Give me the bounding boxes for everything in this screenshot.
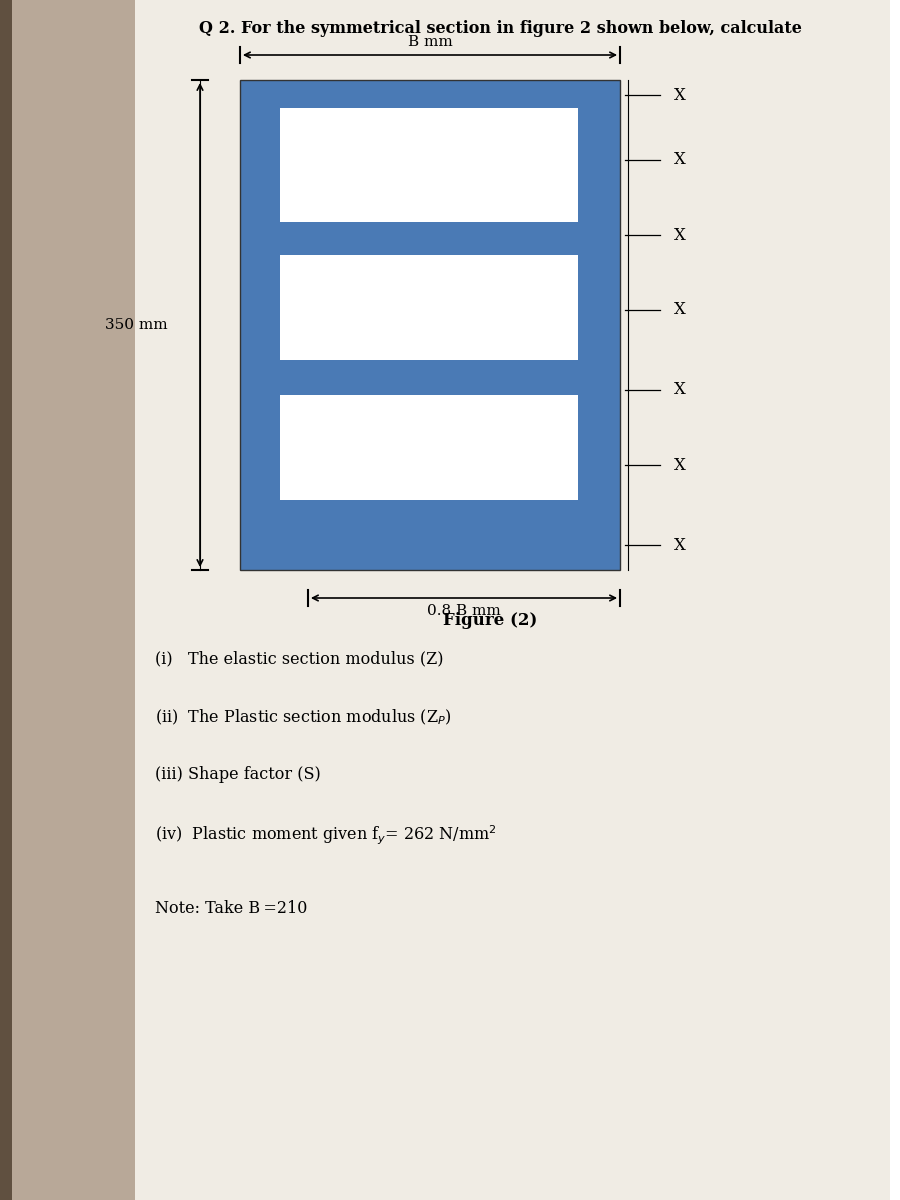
Text: X: X bbox=[674, 301, 686, 318]
Text: X: X bbox=[674, 227, 686, 244]
Text: 350 mm: 350 mm bbox=[105, 318, 168, 332]
Bar bbox=[135, 0, 890, 1200]
Text: B mm: B mm bbox=[408, 35, 453, 49]
Text: X: X bbox=[674, 456, 686, 474]
Text: X: X bbox=[674, 536, 686, 553]
Text: X: X bbox=[674, 382, 686, 398]
Bar bbox=[0, 0, 135, 1200]
Bar bbox=[0, 0, 12, 1200]
Bar bbox=[280, 254, 578, 360]
Text: 0.8 B mm: 0.8 B mm bbox=[428, 604, 501, 618]
Text: Q 2. For the symmetrical section in figure 2 shown below, calculate: Q 2. For the symmetrical section in figu… bbox=[199, 20, 801, 37]
Text: (iv)  Plastic moment given f$_y$= 262 N/mm$^2$: (iv) Plastic moment given f$_y$= 262 N/m… bbox=[155, 824, 497, 847]
Text: (iii) Shape factor (S): (iii) Shape factor (S) bbox=[155, 766, 320, 782]
Bar bbox=[240, 80, 620, 570]
Text: (ii)  The Plastic section modulus (Z$_P$): (ii) The Plastic section modulus (Z$_P$) bbox=[155, 708, 452, 727]
Text: (i)   The elastic section modulus (Z): (i) The elastic section modulus (Z) bbox=[155, 650, 444, 667]
Bar bbox=[280, 395, 578, 500]
Text: Figure (2): Figure (2) bbox=[443, 612, 537, 629]
Text: X: X bbox=[674, 151, 686, 168]
Text: Note: Take B =210: Note: Take B =210 bbox=[155, 900, 308, 917]
Text: X: X bbox=[674, 86, 686, 103]
Bar bbox=[280, 108, 578, 222]
